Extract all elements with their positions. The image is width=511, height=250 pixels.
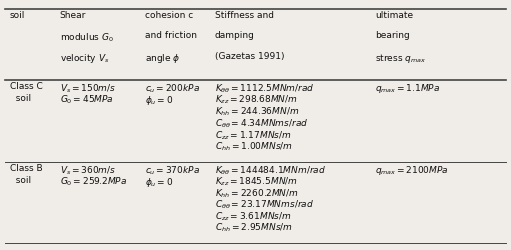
- Text: $C_{zz} = 3.61MNs/m$: $C_{zz} = 3.61MNs/m$: [215, 210, 292, 223]
- Text: and friction: and friction: [145, 31, 197, 40]
- Text: $V_s = 360m/s$: $V_s = 360m/s$: [60, 164, 116, 177]
- Text: $C_{hh} = 2.95MNs/m$: $C_{hh} = 2.95MNs/m$: [215, 222, 293, 234]
- Text: Stiffness and: Stiffness and: [215, 11, 274, 20]
- Text: $\phi_u = 0$: $\phi_u = 0$: [145, 94, 173, 107]
- Text: $K_{zz} = 298.68MN/m$: $K_{zz} = 298.68MN/m$: [215, 94, 298, 106]
- Text: $C_{zz} = 1.17MNs/m$: $C_{zz} = 1.17MNs/m$: [215, 129, 292, 141]
- Text: velocity $V_s$: velocity $V_s$: [60, 52, 109, 65]
- Text: soil: soil: [10, 176, 31, 185]
- Text: ultimate: ultimate: [375, 11, 413, 20]
- Text: $K_{\theta\theta} = 1112.5MNm/rad$: $K_{\theta\theta} = 1112.5MNm/rad$: [215, 82, 315, 94]
- Text: modulus $G_0$: modulus $G_0$: [60, 31, 114, 44]
- Text: cohesion c: cohesion c: [145, 11, 193, 20]
- Text: $G_0 = 45MPa$: $G_0 = 45MPa$: [60, 94, 113, 106]
- Text: stress $q_{max}$: stress $q_{max}$: [375, 52, 426, 65]
- Text: $c_u = 200kPa$: $c_u = 200kPa$: [145, 82, 200, 94]
- Text: soil: soil: [10, 94, 31, 103]
- Text: $K_{hh} = 244.36MN/m$: $K_{hh} = 244.36MN/m$: [215, 106, 299, 118]
- Text: (Gazetas 1991): (Gazetas 1991): [215, 52, 285, 61]
- Text: soil: soil: [10, 11, 25, 20]
- Text: $V_s = 150m/s$: $V_s = 150m/s$: [60, 82, 116, 94]
- Text: $K_{hh} = 2260.2MN/m$: $K_{hh} = 2260.2MN/m$: [215, 187, 299, 200]
- Text: $q_{max} = 2100MPa$: $q_{max} = 2100MPa$: [375, 164, 449, 177]
- Text: $K_{\theta\theta} = 144484.1MNm/rad$: $K_{\theta\theta} = 144484.1MNm/rad$: [215, 164, 326, 177]
- Text: $C_{\theta\theta} = 23.17MNms/rad$: $C_{\theta\theta} = 23.17MNms/rad$: [215, 199, 314, 211]
- Text: damping: damping: [215, 31, 255, 40]
- Text: $q_{max} = 1.1MPa$: $q_{max} = 1.1MPa$: [375, 82, 440, 95]
- Text: angle $\phi$: angle $\phi$: [145, 52, 180, 65]
- Text: bearing: bearing: [375, 31, 410, 40]
- Text: $C_{hh} = 1.00MNs/m$: $C_{hh} = 1.00MNs/m$: [215, 141, 293, 153]
- Text: $c_u = 370kPa$: $c_u = 370kPa$: [145, 164, 200, 177]
- Text: $G_0 = 259.2MPa$: $G_0 = 259.2MPa$: [60, 176, 127, 188]
- Text: $\phi_u = 0$: $\phi_u = 0$: [145, 176, 173, 189]
- Text: Class C: Class C: [10, 82, 42, 91]
- Text: Shear: Shear: [60, 11, 86, 20]
- Text: Class B: Class B: [10, 164, 42, 173]
- Text: $K_{zz} = 1845.5MN/m$: $K_{zz} = 1845.5MN/m$: [215, 176, 298, 188]
- Text: $C_{\theta\theta} = 4.34MNms/rad$: $C_{\theta\theta} = 4.34MNms/rad$: [215, 117, 308, 130]
